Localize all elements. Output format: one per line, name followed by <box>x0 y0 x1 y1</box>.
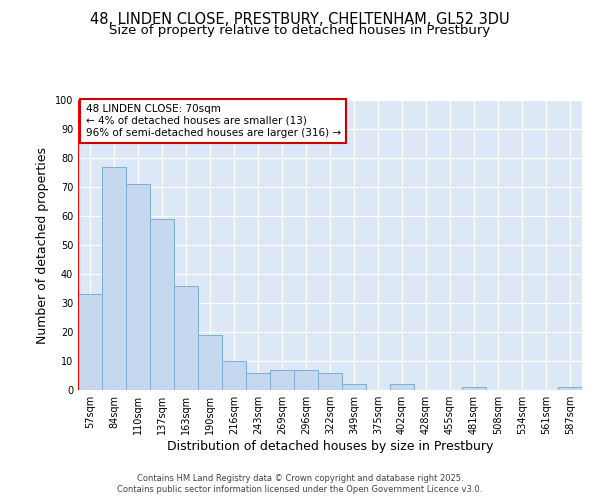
X-axis label: Distribution of detached houses by size in Prestbury: Distribution of detached houses by size … <box>167 440 493 453</box>
Bar <box>198 335 222 390</box>
Bar <box>126 184 150 390</box>
Text: Size of property relative to detached houses in Prestbury: Size of property relative to detached ho… <box>109 24 491 37</box>
Text: 48, LINDEN CLOSE, PRESTBURY, CHELTENHAM, GL52 3DU: 48, LINDEN CLOSE, PRESTBURY, CHELTENHAM,… <box>90 12 510 28</box>
Bar <box>462 387 486 390</box>
Bar <box>78 294 102 390</box>
Text: Contains public sector information licensed under the Open Government Licence v3: Contains public sector information licen… <box>118 485 482 494</box>
Bar <box>342 384 366 390</box>
Bar <box>150 219 174 390</box>
Bar <box>390 384 414 390</box>
Text: 48 LINDEN CLOSE: 70sqm
← 4% of detached houses are smaller (13)
96% of semi-deta: 48 LINDEN CLOSE: 70sqm ← 4% of detached … <box>86 104 341 138</box>
Bar <box>102 166 126 390</box>
Text: Contains HM Land Registry data © Crown copyright and database right 2025.: Contains HM Land Registry data © Crown c… <box>137 474 463 483</box>
Bar <box>270 370 294 390</box>
Bar <box>246 372 270 390</box>
Y-axis label: Number of detached properties: Number of detached properties <box>36 146 49 344</box>
Bar <box>222 361 246 390</box>
Bar <box>318 372 342 390</box>
Bar <box>174 286 198 390</box>
Bar <box>558 387 582 390</box>
Bar <box>294 370 318 390</box>
